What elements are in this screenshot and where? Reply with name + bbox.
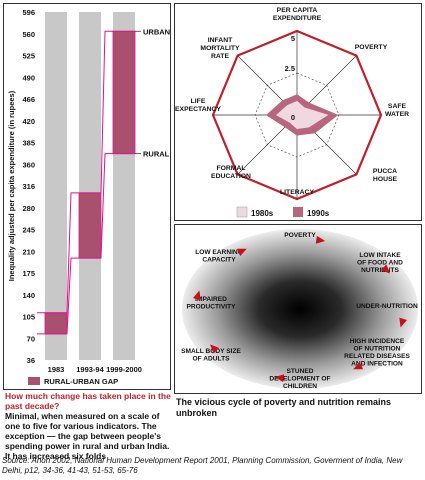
y-tick-label: 105 (22, 313, 35, 322)
dark-center-gradient (182, 229, 418, 389)
radar-axis-label: LIFE EXPECTANCY (175, 98, 221, 113)
urban-label: URBAN (143, 27, 170, 36)
cycle-item: LOW INTAKE OF FOOD AND NUTRIENTS (357, 252, 403, 274)
legend-1980s-swatch (236, 206, 248, 218)
cycle-item: LOW EARNING CAPACITY (195, 249, 243, 264)
rural-label: RURAL (143, 150, 170, 159)
gap-bar (78, 192, 102, 259)
y-tick-label: 70 (27, 334, 35, 343)
cycle-item: UNDER-NUTRITION (356, 303, 418, 310)
y-tick-label: 280 (22, 204, 35, 213)
legend-label: RURAL-URBAN GAP (44, 377, 118, 386)
cycle-arrow-icon (274, 374, 285, 383)
radar-chart-panel: 0 2.5 5 PER CAPITA EXPENDITURE POVERTY SAFE WAT… (174, 3, 422, 221)
cycle-caption: The vicious cycle of poverty and nutriti… (176, 397, 392, 418)
legend-1980s-label: 1980s (251, 209, 274, 218)
y-tick-label: 140 (22, 291, 35, 300)
legend-swatch (28, 377, 40, 385)
urban-series-line (37, 30, 135, 314)
legend-1990s-label: 1990s (307, 209, 330, 218)
y-tick-label: 316 (22, 182, 35, 191)
radar-chart: 0 2.5 5 PER CAPITA EXPENDITURE POVERTY SAFE WAT… (175, 7, 409, 218)
y-tick-label: 175 (22, 269, 35, 278)
y-tick-label: 596 (22, 8, 35, 17)
radar-axis-label: INFANT MORTALITY RATE (200, 37, 240, 60)
y-tick-label: 245 (22, 226, 35, 235)
radar-axis-label: SAFE WATER (385, 103, 409, 118)
y-tick-label: 385 (22, 139, 35, 148)
y-tick-label: 420 (22, 117, 35, 126)
cycle-item: POVERTY (284, 232, 316, 239)
cycle-arrow-icon (236, 248, 247, 257)
y-tick-label: 466 (22, 95, 35, 104)
cycle-arrow-icon (353, 361, 364, 370)
cycle-item: IMPAIRED PRODUCTIVITY (186, 296, 236, 311)
radar-axis-label: PUCCA HOUSE (373, 168, 398, 183)
x-tick-label: 1983 (48, 365, 65, 374)
y-tick-label: 490 (22, 73, 35, 82)
radar-axis-label: POVERTY (355, 44, 388, 51)
gap-bar (44, 312, 68, 335)
cycle-arrow-icon (193, 290, 201, 301)
cycle-item: SMALL BODY SIZE OF ADULTS (181, 348, 241, 363)
x-tick-label: 1993-94 (76, 365, 104, 374)
y-tick-label: 360 (22, 160, 35, 169)
cycle-arrow-icon (315, 235, 326, 244)
radar-ring-label: 5 (291, 34, 295, 43)
radar-ring-label: 2.5 (285, 64, 295, 73)
cycle-diagram: POVERTY LOW INTAKE OF FOOD AND NUTRIENTS UND… (181, 229, 418, 390)
answer-text: Minimal, when measured on a scale of one… (5, 411, 170, 461)
y-tick-label: 560 (22, 30, 35, 39)
bar-chart: 596 560 525 490 466 420 385 360 316 280 245 210 175 1… (7, 8, 170, 386)
y-tick-label: 210 (22, 247, 35, 256)
cycle-diagram-panel: POVERTY LOW INTAKE OF FOOD AND NUTRIENTS UND… (174, 224, 422, 394)
series-1980s-area (275, 100, 329, 129)
radar-axis-label: FORMAL EDUCATION (211, 165, 251, 180)
question-text: How much change has taken place in the p… (5, 391, 171, 411)
y-tick-label: 525 (22, 52, 35, 61)
radar-ring-label: 0 (291, 113, 295, 122)
rural-series-line (37, 153, 135, 335)
legend-1990s-swatch (293, 207, 303, 217)
x-tick-label: 1999-2000 (106, 365, 142, 374)
radar-axis-label: PER CAPITA EXPENDITURE (273, 7, 322, 22)
cycle-arrow-icon (380, 264, 390, 274)
source-note: Source: Anon 2002, National Human Develo… (2, 456, 403, 475)
y-tick-label: 36 (27, 356, 35, 365)
gap-bar (112, 30, 136, 155)
bar-chart-panel: 596 560 525 490 466 420 385 360 316 280 245 210 175 1… (3, 3, 171, 390)
cycle-item: STUNED DEVELOPMENT OF CHILDREN (269, 368, 330, 390)
cycle-arrow-icon (210, 344, 220, 354)
y-axis-label: Inequality adjusted per capita expenditu… (7, 90, 16, 281)
column-background (79, 12, 101, 360)
cycle-arrow-icon (399, 317, 407, 328)
column-background (45, 12, 67, 360)
cycle-item: HIGH INCIDENCE OF NUTRITION RELATED DISEAS… (344, 338, 410, 368)
radar-axis-label: LITERACY (280, 189, 314, 196)
